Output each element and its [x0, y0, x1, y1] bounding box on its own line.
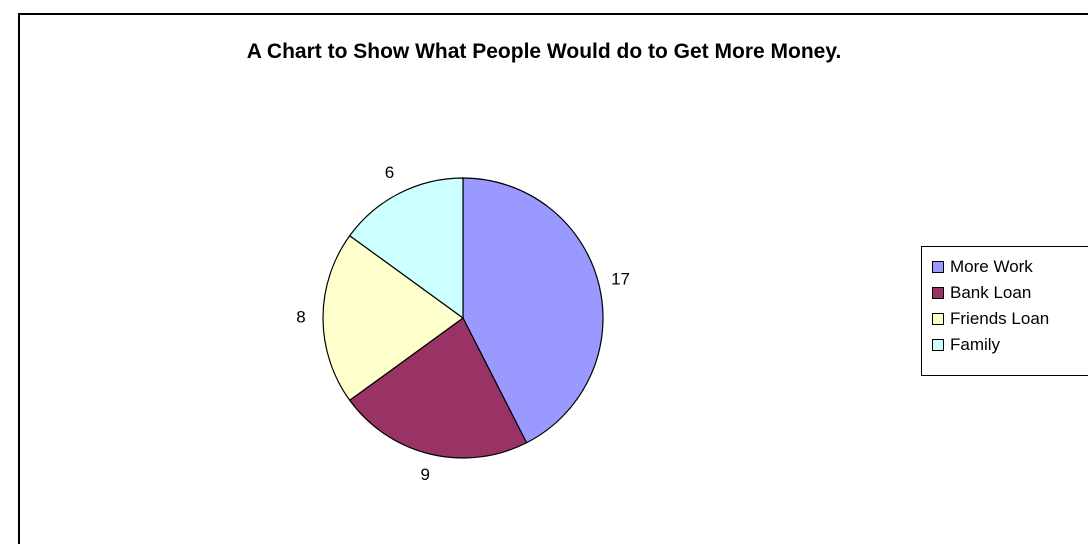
- data-label-family: 6: [385, 163, 394, 182]
- pie-slice-family: [348, 177, 464, 320]
- chart-title: A Chart to Show What People Would do to …: [246, 40, 842, 63]
- pie-slice-more-work: [462, 177, 604, 444]
- pie-slices: [322, 177, 604, 459]
- pie-data-labels: 17 9 8 6: [296, 163, 630, 484]
- legend-label-more-work: More Work: [950, 257, 1033, 276]
- legend-swatch-more-work: [932, 261, 944, 273]
- legend-label-bank-loan: Bank Loan: [950, 283, 1032, 302]
- pie-slice-friends-loan: [322, 234, 465, 402]
- legend-swatch-bank-loan: [932, 287, 944, 299]
- data-label-more-work: 17: [611, 270, 630, 289]
- legend: More Work Bank Loan Friends Loan Family: [921, 246, 1088, 376]
- data-label-bank-loan: 9: [420, 465, 429, 484]
- legend-item-more-work: More Work: [922, 254, 1088, 280]
- legend-label-friends-loan: Friends Loan: [950, 309, 1050, 328]
- legend-swatch-friends-loan: [932, 313, 944, 325]
- legend-item-bank-loan: Bank Loan: [922, 280, 1088, 306]
- data-label-friends-loan: 8: [296, 307, 305, 326]
- legend-item-family: Family: [922, 332, 1088, 358]
- legend-item-friends-loan: Friends Loan: [922, 306, 1088, 332]
- legend-swatch-family: [932, 339, 944, 351]
- legend-label-family: Family: [950, 335, 1001, 354]
- pie-slice-bank-loan: [348, 317, 528, 459]
